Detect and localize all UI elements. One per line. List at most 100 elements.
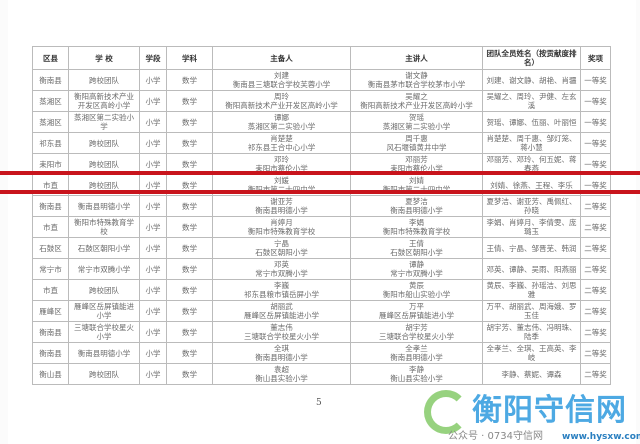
- table-row: 雁峰区 雁峰区岳屏镇能进小学 小学 数学 胡丽武 雁峰区岳屏镇能进小学 万平 雁峰区岳屏镇能进…: [32, 300, 611, 322]
- subject-cell: 数学: [166, 258, 213, 280]
- district-cell-text: 蒸湘区: [39, 117, 62, 127]
- lecturer-cell: 李静 衡山县实验小学: [350, 363, 483, 385]
- lead-preparer-cell: 李巍 祁东县粮市镇岳屏小学: [212, 279, 351, 301]
- lecturer-cell: 李娟 衡阳市特殊教育学校: [350, 216, 483, 238]
- lecturer-cell-text: 衡山县实验小学: [390, 374, 443, 383]
- lecturer-cell-text: 贺瑶: [409, 113, 424, 122]
- team-members-cell: 李静、蔡妮、谭森: [482, 363, 581, 385]
- district-cell-text: 市直: [43, 222, 58, 232]
- subject-cell: 数学: [166, 195, 213, 217]
- lead-preparer-cell-text: 李巍: [274, 281, 289, 290]
- school-cell-text: 衡南县明德小学: [77, 348, 131, 358]
- subject-cell: 数学: [166, 90, 213, 112]
- award-cell-text: 一等奖: [584, 96, 607, 106]
- team-members-cell-text: 刘建、谢文静、胡艳、肖疆: [486, 75, 577, 85]
- column-header: 学段: [139, 46, 167, 70]
- stage-cell-text: 小学: [145, 348, 161, 358]
- table-row: 蒸湘区 蒸湘区第二实验小学 小学 数学 谭娜 蒸湘区第二实验小学 贺瑶 蒸湘区第二实验小学 贺瑶…: [32, 111, 611, 133]
- lead-preparer-cell-text: 胡丽武: [270, 302, 293, 311]
- lecturer-cell-text: 风石堰镇黄井中学: [386, 143, 447, 152]
- lecturer-cell: 贺瑶 蒸湘区第二实验小学: [350, 111, 483, 133]
- lecturer-cell: 谢文静 衡南县茅市联合学校茅市小学: [350, 69, 483, 91]
- subject-cell-text: 数学: [182, 117, 197, 127]
- lecturer-cell-text: 邓丽芳: [405, 155, 428, 164]
- district-cell-text: 蒸湘区: [39, 96, 62, 106]
- lead-preparer-cell: 全琪 衡南县明德小学: [212, 342, 351, 364]
- award-cell: 二等奖: [580, 342, 611, 364]
- stage-cell: 小学: [139, 279, 167, 301]
- award-cell-text: 二等奖: [584, 285, 607, 295]
- district-cell: 常宁市: [32, 258, 69, 280]
- subject-cell-text: 数学: [182, 138, 197, 148]
- subject-cell-text: 数学: [182, 180, 197, 190]
- award-cell: 一等奖: [580, 90, 611, 112]
- award-cell-text: 二等奖: [584, 243, 607, 253]
- table-row: 常宁市 常宁市双腾小学 小学 数学 邓英 常宁市双腾小学 谭静 常宁市双腾小学 邓英、谭静、吴雨…: [32, 258, 611, 280]
- team-members-cell-text: 邓丽芳、邓玲、何五妮、蒋春燕: [486, 155, 577, 173]
- lead-preparer-cell: 董志伟 三塘联合学校星火小学: [212, 321, 351, 343]
- table-row: 石鼓区 石鼓区朝阳小学 小学 数学 宁晶 石鼓区朝阳小学 王倩 石鼓区朝阳小学 王倩、宁晶、邹晋…: [32, 237, 611, 259]
- lead-preparer-cell-text: 刘建: [274, 71, 289, 80]
- team-members-cell-text: 李静、蔡妮、谭森: [501, 369, 562, 379]
- school-cell: 跨校团队: [68, 363, 140, 385]
- lecturer-cell-text: 衡阳市船山实验小学: [382, 290, 451, 299]
- lead-preparer-cell-text: 袁超: [274, 365, 289, 374]
- table-row: 蒸湘区 衡阳高新技术产业开发区高岭小学 小学 数学 周玲 衡阳高新技术产业开发区高岭小学 吴…: [32, 90, 611, 112]
- lecturer-cell-text: 常宁市双腾小学: [390, 269, 443, 278]
- table-row: 衡南县 衡南县明德小学 小学 数学 全琪 衡南县明德小学 全孝兰 衡南县明德小学 全孝兰、全琪、…: [32, 342, 611, 364]
- stage-cell: 小学: [139, 132, 167, 154]
- district-cell-text: 石鼓区: [39, 243, 62, 253]
- district-cell: 衡南县: [32, 321, 69, 343]
- stage-cell-text: 小学: [145, 327, 161, 337]
- stage-cell-text: 小学: [145, 285, 161, 295]
- school-cell-text: 跨校团队: [89, 180, 119, 190]
- school-cell-text: 衡南县明德小学: [77, 201, 131, 211]
- team-members-cell-text: 李娟、肖婷月、李倩雯、庞璐玉: [486, 218, 577, 236]
- lead-preparer-cell: 肖婷月 衡阳市特殊教育学校: [212, 216, 351, 238]
- stage-cell-text: 小学: [145, 243, 161, 253]
- district-cell: 衡南县: [32, 195, 69, 217]
- lecturer-cell: 夏梦洁 衡南县明德小学: [350, 195, 483, 217]
- school-cell-text: 跨校团队: [89, 75, 119, 85]
- team-members-cell: 胡宇芳、董志伟、冯明珠、陆季: [482, 321, 581, 343]
- stage-cell: 小学: [139, 195, 167, 217]
- subject-cell-text: 数学: [182, 369, 197, 379]
- district-cell: 蒸湘区: [32, 111, 69, 133]
- subject-cell-text: 数学: [182, 201, 197, 211]
- lecturer-cell: 万平 雁峰区岳屏镇能进小学: [350, 300, 483, 322]
- award-cell: 一等奖: [580, 69, 611, 91]
- lead-preparer-cell-text: 宁晶: [274, 239, 289, 248]
- stage-cell-text: 小学: [145, 369, 161, 379]
- stage-cell: 小学: [139, 342, 167, 364]
- watermark-name: 衡阳守信网: [472, 393, 627, 428]
- lecturer-cell-text: 夏梦洁: [405, 197, 428, 206]
- table-row: 衡南县 跨校团队 小学 数学 刘建 衡南县三塘联合学校芙蓉小学 谢文静 衡南县茅市联合学校茅市…: [32, 69, 611, 91]
- team-members-cell: 刘建、谢文静、胡艳、肖疆: [482, 69, 581, 91]
- lecturer-cell-text: 吴耀之: [405, 92, 428, 101]
- school-cell-text: 跨校团队: [89, 369, 119, 379]
- school-cell: 衡阳高新技术产业开发区高岭小学: [68, 90, 140, 112]
- lead-preparer-cell-text: 祁东县粮市镇岳屏小学: [244, 290, 319, 299]
- lead-preparer-cell-text: 肖楚楚: [270, 134, 293, 143]
- lead-preparer-cell: 周玲 衡阳高新技术产业开发区高岭小学: [212, 90, 351, 112]
- column-header: 学科: [166, 46, 213, 70]
- team-members-cell-text: 胡宇芳、董志伟、冯明珠、陆季: [486, 323, 577, 341]
- lecturer-cell: 王倩 石鼓区朝阳小学: [350, 237, 483, 259]
- lecturer-cell: 胡宇芳 三塘联合学校星火小学: [350, 321, 483, 343]
- district-cell-text: 衡南县: [39, 75, 62, 85]
- subject-cell: 数学: [166, 216, 213, 238]
- award-cell-text: 一等奖: [584, 138, 607, 148]
- lecturer-cell: 全孝兰 衡南县明德小学: [350, 342, 483, 364]
- district-cell-text: 市直: [43, 285, 58, 295]
- district-cell: 市直: [32, 216, 69, 238]
- column-header: 奖项: [580, 46, 611, 70]
- stage-cell: 小学: [139, 90, 167, 112]
- lecturer-cell-text: 李娟: [409, 218, 424, 227]
- team-members-cell: 肖楚楚、周千惠、邹灯笼、蒋小慧: [482, 132, 581, 154]
- lecturer-cell-text: 李静: [409, 365, 424, 374]
- district-cell-text: 衡南县: [39, 327, 62, 337]
- lead-preparer-cell-text: 肖婷月: [270, 218, 293, 227]
- lead-preparer-cell-text: 祁东县王合中心小学: [247, 143, 316, 152]
- award-cell: 二等奖: [580, 237, 611, 259]
- subject-cell: 数学: [166, 300, 213, 322]
